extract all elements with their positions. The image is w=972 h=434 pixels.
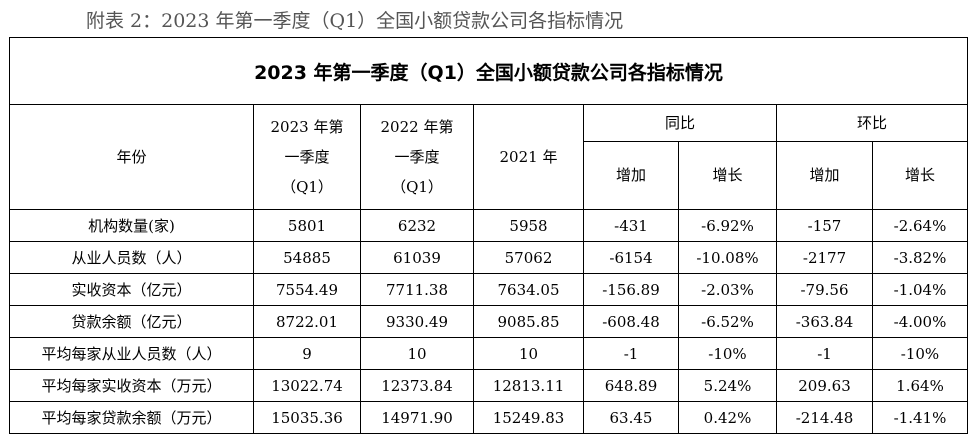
header-qoq-growth: 增长 [872,140,968,211]
cell-yoy-inc: -156.89 [583,273,679,306]
cell-label: 实收资本（亿元） [9,273,254,306]
table-row: 贷款余额（亿元） 8722.01 9330.49 9085.85 -608.48 -6.5… [9,305,968,338]
cell-qoq-inc: -363.84 [776,305,873,338]
cell-v2023: 5801 [253,209,361,242]
cell-label: 平均每家贷款余额（万元） [9,401,254,434]
header-2023: 2023 年第 一季度 （Q1） [253,104,361,210]
table-title-text: 2023 年第一季度（Q1）全国小额贷款公司各指标情况 [254,61,723,84]
cell-qoq-growth: -2.64% [872,209,968,242]
cell-label: 平均每家实收资本（万元） [9,369,254,402]
cell-qoq-growth: -4.00% [872,305,968,338]
table-row: 从业人员数（人） 54885 61039 57062 -6154 -10.08% -2177… [9,241,968,274]
header-yoy: 同比 [583,104,777,142]
header-2021: 2021 年 [473,104,584,210]
cell-qoq-inc: -2177 [776,241,873,274]
header-2022: 2022 年第 一季度 （Q1） [360,104,474,210]
cell-v2023: 7554.49 [253,273,361,306]
cell-v2022: 6232 [360,209,474,242]
table-row: 平均每家贷款余额（万元） 15035.36 14971.90 15249.83 63.4… [9,401,968,434]
cell-qoq-growth: -3.82% [872,241,968,274]
cell-yoy-inc: 63.45 [583,401,679,434]
table-row: 机构数量(家) 5801 6232 5958 -431 -6.92% -157 -2.64% [9,209,968,242]
cell-label: 贷款余额（亿元） [9,305,254,338]
header-2022-line3: （Q1） [391,178,443,196]
cell-label: 从业人员数（人） [9,241,254,274]
table-title: 2023 年第一季度（Q1）全国小额贷款公司各指标情况 [9,37,968,105]
cell-v2021: 15249.83 [473,401,584,434]
indicator-table: 2023 年第一季度（Q1）全国小额贷款公司各指标情况 年份 2023 年第 一… [9,37,968,434]
cell-yoy-growth: -6.52% [678,305,777,338]
cell-qoq-growth: -10% [872,337,968,370]
cell-v2022: 61039 [360,241,474,274]
cell-yoy-growth: -2.03% [678,273,777,306]
cell-yoy-growth: -10.08% [678,241,777,274]
table-caption: 附表 2：2023 年第一季度（Q1）全国小额贷款公司各指标情况 [86,10,624,32]
header-qoq: 环比 [776,104,968,142]
header-qoq-increase: 增加 [776,140,873,211]
cell-yoy-growth: 0.42% [678,401,777,434]
cell-qoq-inc: -214.48 [776,401,873,434]
header-yoy-increase: 增加 [583,140,679,211]
cell-v2021: 9085.85 [473,305,584,338]
header-2023-line2: 一季度 [284,148,330,166]
table-row: 平均每家实收资本（万元） 13022.74 12373.84 12813.11 648.… [9,369,968,402]
cell-qoq-growth: -1.04% [872,273,968,306]
cell-yoy-growth: -10% [678,337,777,370]
header-year: 年份 [9,104,254,210]
cell-v2021: 10 [473,337,584,370]
cell-qoq-inc: -1 [776,337,873,370]
header-2022-line2: 一季度 [394,148,440,166]
cell-qoq-growth: -1.41% [872,401,968,434]
cell-v2022: 7711.38 [360,273,474,306]
cell-v2021: 12813.11 [473,369,584,402]
cell-yoy-inc: -431 [583,209,679,242]
cell-label: 平均每家从业人员数（人） [9,337,254,370]
header-2022-line1: 2022 年第 [380,118,454,136]
cell-yoy-inc: 648.89 [583,369,679,402]
cell-yoy-growth: 5.24% [678,369,777,402]
header-2023-line3: （Q1） [281,178,333,196]
cell-v2021: 7634.05 [473,273,584,306]
cell-qoq-inc: 209.63 [776,369,873,402]
cell-label: 机构数量(家) [9,209,254,242]
cell-yoy-inc: -608.48 [583,305,679,338]
cell-v2023: 15035.36 [253,401,361,434]
header-yoy-growth: 增长 [678,140,777,211]
cell-yoy-growth: -6.92% [678,209,777,242]
cell-v2021: 5958 [473,209,584,242]
cell-v2022: 9330.49 [360,305,474,338]
cell-v2022: 10 [360,337,474,370]
cell-yoy-inc: -1 [583,337,679,370]
cell-yoy-inc: -6154 [583,241,679,274]
cell-v2023: 8722.01 [253,305,361,338]
table-row: 平均每家从业人员数（人） 9 10 10 -1 -10% -1 -10% [9,337,968,370]
cell-qoq-growth: 1.64% [872,369,968,402]
cell-v2021: 57062 [473,241,584,274]
cell-v2022: 14971.90 [360,401,474,434]
cell-v2023: 9 [253,337,361,370]
cell-qoq-inc: -79.56 [776,273,873,306]
cell-v2023: 13022.74 [253,369,361,402]
header-2023-line1: 2023 年第 [270,118,344,136]
cell-v2022: 12373.84 [360,369,474,402]
cell-qoq-inc: -157 [776,209,873,242]
cell-v2023: 54885 [253,241,361,274]
table-row: 实收资本（亿元） 7554.49 7711.38 7634.05 -156.89 -2.0… [9,273,968,306]
